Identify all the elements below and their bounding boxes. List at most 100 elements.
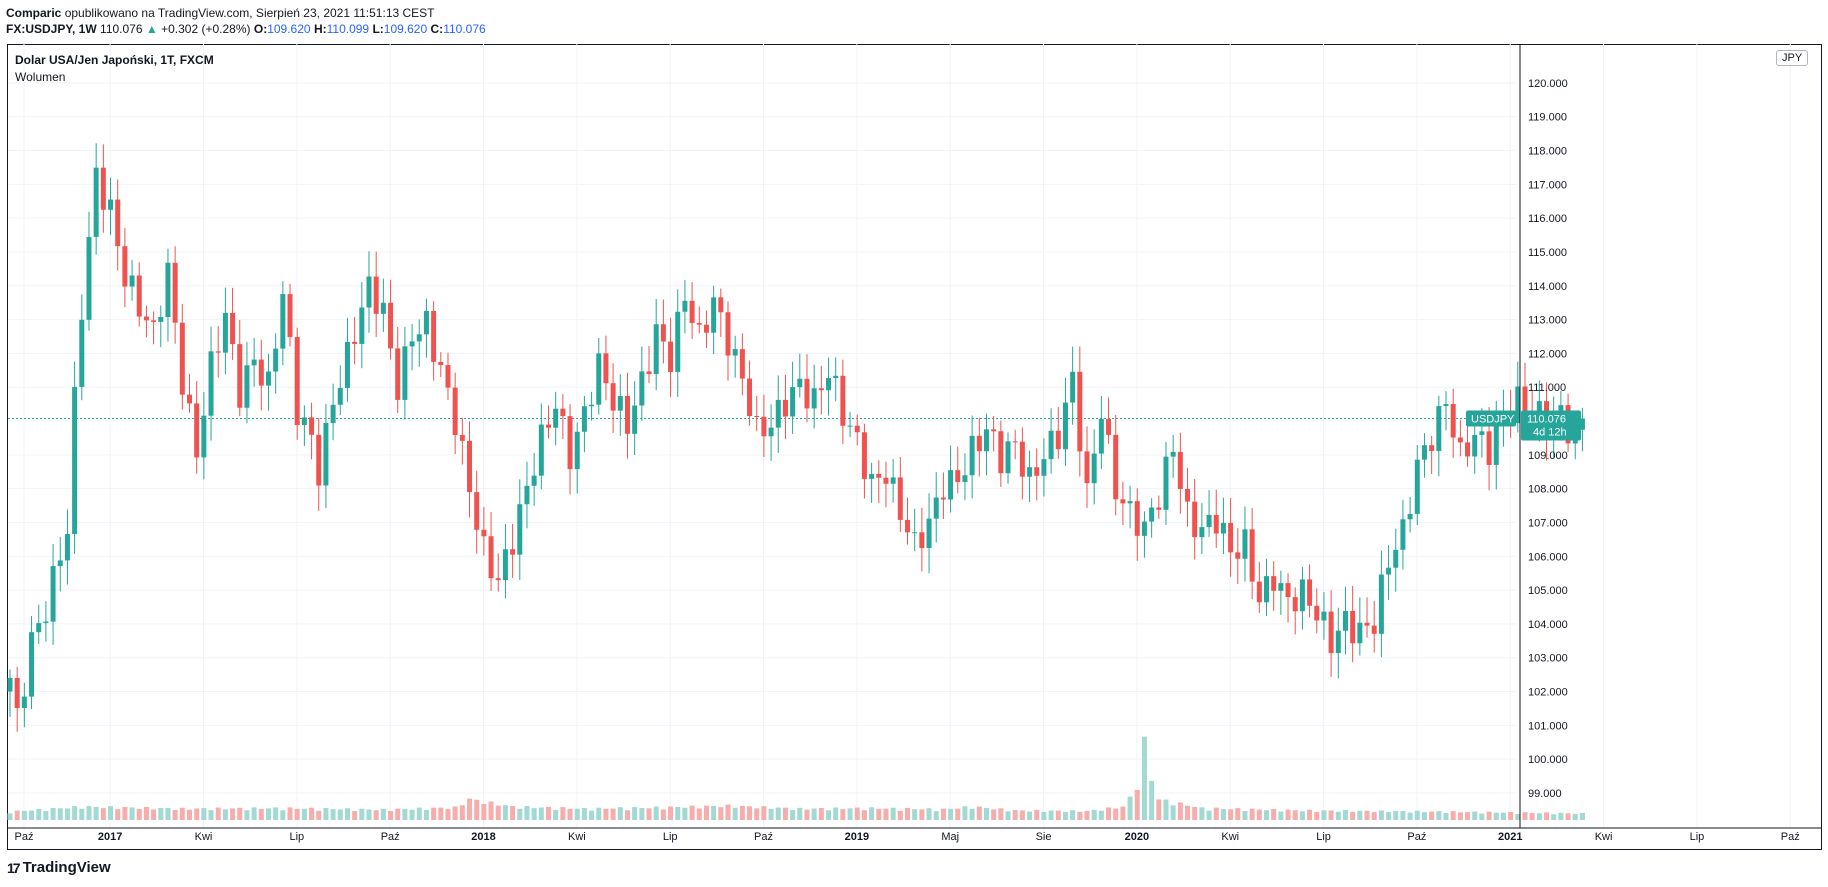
candle-body bbox=[459, 434, 465, 441]
candle-body bbox=[890, 477, 896, 484]
volume-bar bbox=[603, 808, 609, 820]
volume-bar bbox=[739, 805, 745, 820]
volume-bar bbox=[1486, 811, 1492, 820]
candle-body bbox=[359, 307, 365, 344]
candle-body bbox=[7, 677, 13, 692]
volume-bar bbox=[265, 808, 271, 820]
tradingview-logo[interactable]: 17 TradingView bbox=[7, 859, 111, 876]
candle-body bbox=[1321, 611, 1327, 621]
volume-bar bbox=[222, 809, 228, 820]
candle-body bbox=[1192, 501, 1198, 538]
volume-bar bbox=[1113, 808, 1119, 820]
candle-body bbox=[1019, 441, 1025, 477]
volume-bar bbox=[409, 809, 415, 820]
x-tick-label: Paź bbox=[754, 831, 773, 843]
candle-body bbox=[948, 470, 954, 500]
volume-bar bbox=[574, 808, 580, 820]
candle-body bbox=[926, 518, 932, 549]
volume-bar bbox=[1565, 813, 1571, 820]
candle-body bbox=[639, 371, 645, 406]
volume-bar bbox=[517, 808, 523, 820]
volume-bar bbox=[1034, 809, 1040, 820]
y-tick-label: 102.000 bbox=[1528, 687, 1568, 699]
volume-bar bbox=[1156, 799, 1162, 820]
volume-bar bbox=[804, 809, 810, 820]
candle-body bbox=[86, 236, 92, 320]
candle-body bbox=[201, 415, 207, 458]
candle-body bbox=[244, 365, 250, 408]
volume-bar bbox=[1479, 813, 1485, 820]
volume-bar bbox=[1393, 811, 1399, 820]
candle-body bbox=[352, 341, 358, 344]
candle-body bbox=[1141, 521, 1147, 536]
candle-body bbox=[495, 578, 501, 581]
volume-bar bbox=[1019, 810, 1025, 820]
candle-body bbox=[732, 349, 738, 356]
currency-button[interactable]: JPY bbox=[1776, 50, 1809, 66]
candle-body bbox=[624, 395, 630, 434]
candle-body bbox=[29, 632, 35, 697]
y-tick-label: 105.000 bbox=[1528, 585, 1568, 597]
candle-body bbox=[675, 311, 681, 372]
candle-body bbox=[1429, 445, 1435, 451]
candle-body bbox=[1579, 418, 1585, 430]
candle-body bbox=[1091, 453, 1097, 484]
candle-body bbox=[344, 341, 350, 388]
volume-bar bbox=[962, 806, 968, 820]
candle-body bbox=[1177, 451, 1183, 489]
volume-bar bbox=[438, 807, 444, 820]
y-tick-label: 116.000 bbox=[1528, 213, 1567, 225]
candle-body bbox=[689, 300, 695, 323]
volume-bar bbox=[1098, 810, 1104, 820]
candle-body bbox=[1436, 406, 1442, 451]
price-tag: USDJPY 110.076 4d 12h bbox=[1466, 410, 1581, 441]
volume-bar bbox=[1070, 810, 1076, 820]
candle-body bbox=[1170, 451, 1176, 457]
candle-body bbox=[136, 275, 142, 317]
x-tick-label: Paź bbox=[15, 831, 34, 843]
price-tag-symbol-bg bbox=[1466, 410, 1516, 427]
x-tick-label: Lip bbox=[663, 831, 678, 843]
volume-bar bbox=[1579, 812, 1585, 820]
candle-body bbox=[854, 425, 860, 433]
candle-body bbox=[172, 262, 178, 323]
price-tag-countdown: 4d 12h bbox=[1533, 426, 1567, 438]
candle-body bbox=[1465, 442, 1471, 457]
volume-bar bbox=[1264, 810, 1269, 820]
volume-bar bbox=[402, 808, 408, 820]
candle-body bbox=[998, 431, 1004, 474]
candle-body bbox=[510, 549, 516, 555]
candle-body bbox=[258, 359, 264, 386]
candle-body bbox=[1213, 514, 1219, 534]
candle-body bbox=[782, 399, 788, 417]
volume-bar bbox=[660, 809, 666, 820]
volume-bar bbox=[1242, 811, 1248, 820]
volume-bar bbox=[546, 806, 551, 820]
candle-body bbox=[230, 312, 236, 345]
volume-bar bbox=[57, 808, 63, 820]
volume-bar bbox=[187, 809, 192, 820]
volume-bar bbox=[488, 801, 494, 820]
volume-bar bbox=[194, 808, 200, 820]
volume-bar bbox=[1213, 807, 1219, 820]
candle-body bbox=[711, 297, 717, 333]
volume-bar bbox=[1027, 811, 1033, 820]
candle-body bbox=[1357, 622, 1363, 644]
volume-bar bbox=[581, 807, 587, 820]
volume-bar bbox=[495, 805, 501, 820]
volume-bar bbox=[395, 808, 401, 820]
x-tick-label: Kwi bbox=[195, 831, 213, 843]
volume-bar bbox=[1292, 810, 1298, 820]
candle-body bbox=[1156, 507, 1162, 510]
volume-bar bbox=[919, 809, 925, 820]
candle-body bbox=[847, 425, 853, 427]
volume-bar bbox=[1465, 812, 1471, 820]
y-tick-label: 106.000 bbox=[1528, 551, 1568, 563]
volume-bar bbox=[122, 807, 128, 820]
volume-bar bbox=[1544, 812, 1550, 820]
volume-bar bbox=[883, 808, 889, 820]
y-tick-label: 117.000 bbox=[1528, 179, 1567, 191]
candle-body bbox=[337, 387, 343, 405]
x-tick-label: Kwi bbox=[1221, 831, 1239, 843]
